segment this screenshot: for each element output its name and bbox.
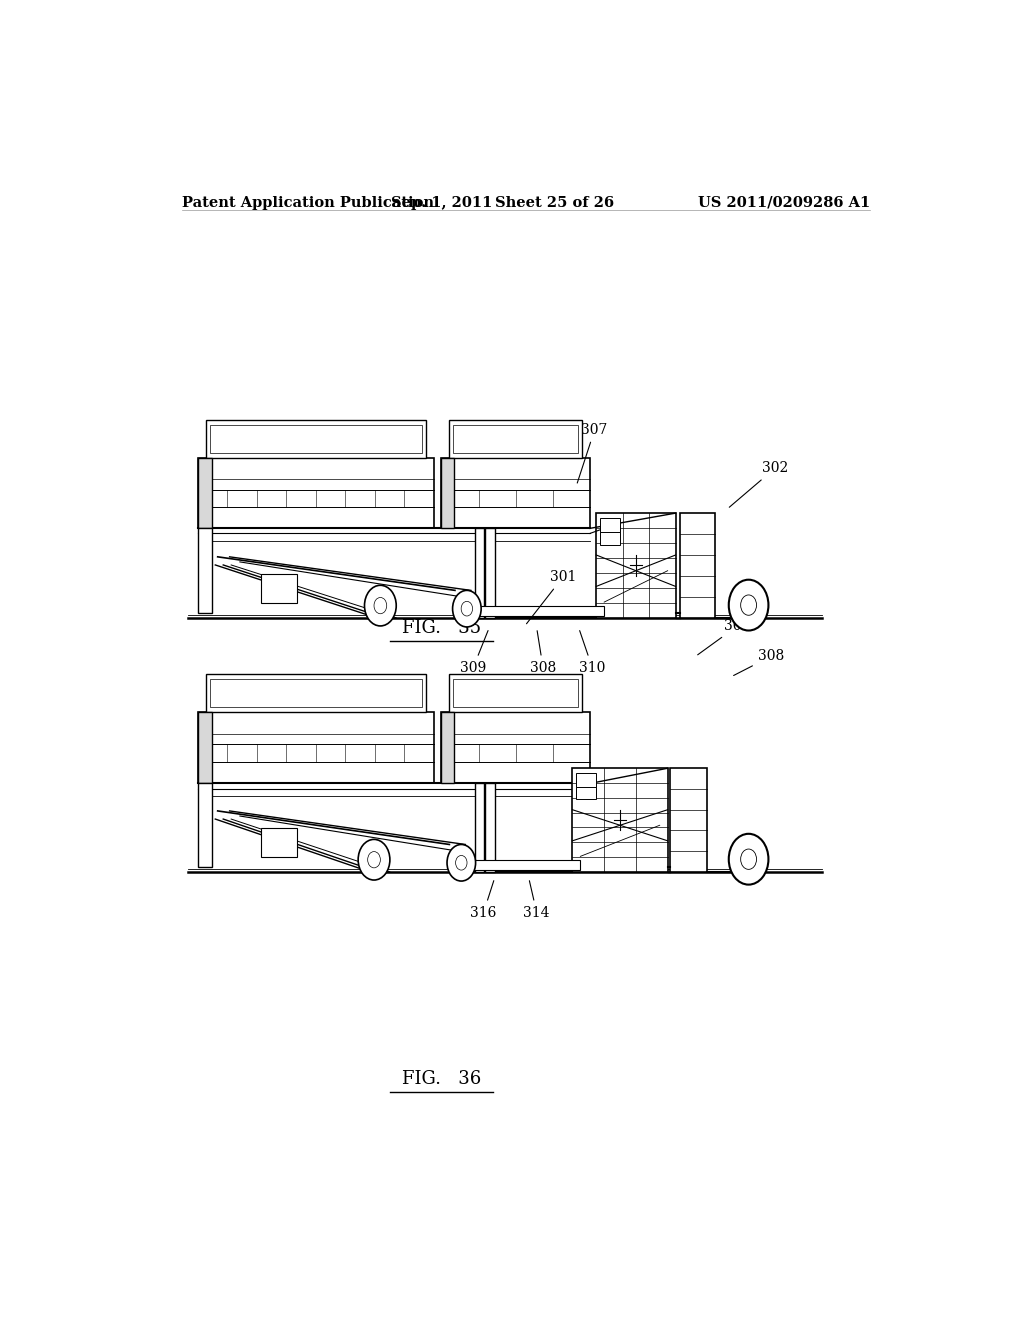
Text: 308: 308	[530, 631, 556, 675]
Bar	[210, 678, 422, 708]
Circle shape	[461, 602, 473, 616]
Bar	[210, 425, 422, 453]
Bar	[577, 772, 596, 787]
Bar	[441, 713, 590, 784]
Bar	[475, 784, 484, 873]
Circle shape	[729, 579, 768, 631]
Circle shape	[740, 595, 757, 615]
Bar	[198, 784, 212, 867]
Bar	[475, 528, 484, 618]
Text: 301: 301	[526, 570, 577, 624]
Bar	[261, 828, 297, 857]
Text: Sep. 1, 2011: Sep. 1, 2011	[391, 195, 493, 210]
Circle shape	[453, 590, 481, 627]
Circle shape	[368, 851, 380, 867]
Bar	[198, 528, 212, 612]
Circle shape	[365, 585, 396, 626]
Circle shape	[358, 840, 390, 880]
Bar	[441, 458, 455, 528]
Text: 310: 310	[579, 631, 605, 675]
Bar	[441, 458, 590, 528]
Text: 309: 309	[460, 631, 488, 675]
Bar	[600, 517, 621, 532]
Bar	[596, 513, 676, 618]
Text: 308: 308	[733, 649, 784, 676]
Text: 302: 302	[729, 462, 787, 507]
Circle shape	[447, 845, 475, 880]
Text: 307: 307	[697, 619, 751, 655]
Circle shape	[456, 855, 467, 870]
Bar	[198, 713, 433, 784]
Bar	[454, 678, 578, 708]
Bar	[600, 527, 621, 545]
Bar	[441, 713, 455, 784]
Bar	[206, 420, 426, 458]
Bar	[450, 420, 582, 458]
Text: 316: 316	[470, 880, 497, 920]
Bar	[577, 781, 596, 800]
Bar	[198, 458, 433, 528]
Bar	[485, 784, 495, 873]
Bar	[485, 528, 495, 618]
Bar	[572, 768, 668, 873]
Bar	[206, 673, 426, 713]
Text: FIG.   36: FIG. 36	[401, 1071, 481, 1088]
Bar	[198, 713, 212, 784]
Bar	[680, 513, 715, 618]
Text: 307: 307	[578, 422, 608, 483]
Bar	[261, 574, 297, 602]
Circle shape	[729, 834, 768, 884]
Text: US 2011/0209286 A1: US 2011/0209286 A1	[697, 195, 870, 210]
Bar	[454, 425, 578, 453]
Bar	[450, 673, 582, 713]
Text: FIG.   35: FIG. 35	[401, 619, 481, 638]
Bar	[459, 606, 604, 615]
Circle shape	[374, 598, 387, 614]
Text: 314: 314	[523, 880, 550, 920]
Bar	[198, 458, 212, 528]
Text: Sheet 25 of 26: Sheet 25 of 26	[496, 195, 614, 210]
Bar	[670, 768, 708, 873]
Circle shape	[740, 849, 757, 870]
Text: Patent Application Publication: Patent Application Publication	[182, 195, 434, 210]
Bar	[454, 859, 581, 870]
